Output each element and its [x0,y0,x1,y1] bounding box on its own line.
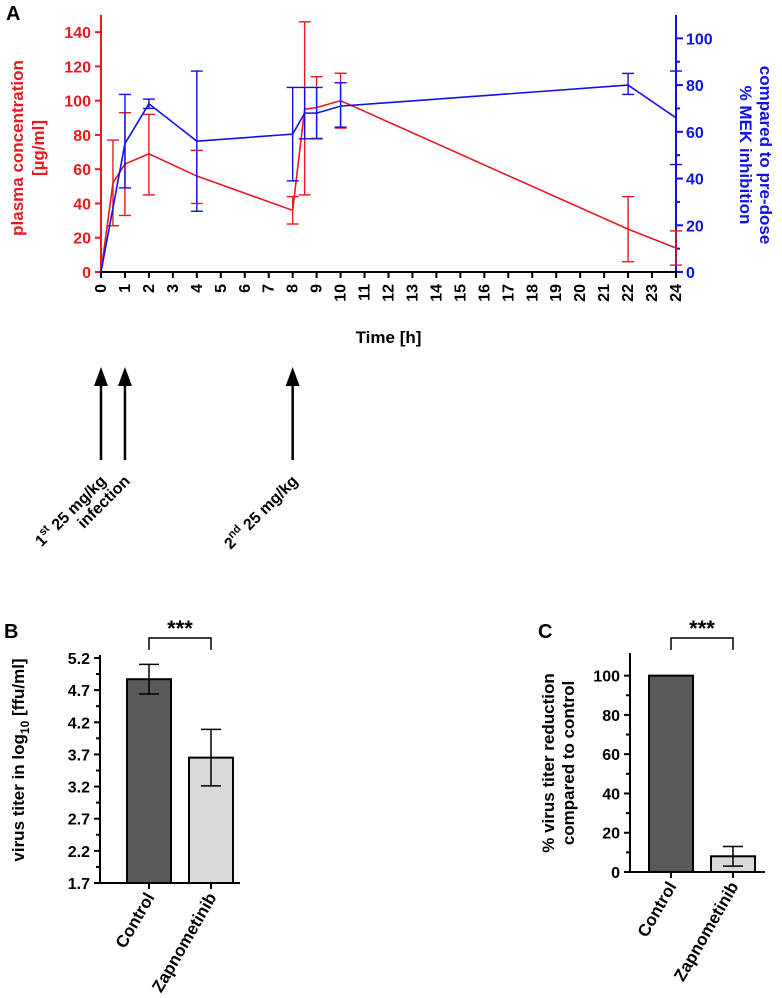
annotation-arrow-head [285,367,300,386]
y-axis-title: virus titer in log10 [ffu/ml] [9,658,32,861]
x-tick-label: 12 [381,284,398,302]
y-tick-label: 2.2 [68,844,90,861]
y-axis-title-line1: % virus titer reduction [539,673,558,852]
x-tick-label: 14 [428,284,445,302]
x-tick-label: 20 [572,284,589,302]
x-tick-label: 8 [285,284,302,293]
x-tick-label: 6 [237,284,254,293]
x-tick-label: 2 [141,284,158,293]
y-tick-label: 20 [602,826,620,843]
left-tick-label: 100 [64,94,91,111]
x-tick-label: 1 [117,284,134,293]
x-tick-label: 18 [524,284,541,302]
left-tick-label: 120 [64,59,91,76]
left-tick-label: 40 [73,196,91,213]
x-tick-label: 19 [548,284,565,302]
x-tick-label: 13 [404,284,421,302]
right-axis-title-line2: compared to pre-dose [756,66,775,245]
x-tick-label: 7 [261,284,278,293]
x-tick-label: Zapnometinib [670,879,742,985]
x-tick-label: 11 [357,284,374,301]
bar [648,674,694,873]
y-tick-label: 100 [593,669,620,686]
right-axis-title-line1: % MEK inhibition [736,86,755,225]
right-tick-label: 40 [686,172,704,189]
right-tick-label: 20 [686,218,704,235]
significance-bracket [670,637,734,650]
y-tick-label: 3.7 [68,747,90,764]
significance-marker: *** [167,616,193,641]
chart-b: 1.7 2.2 2.7 3.2 3.7 4.2 4.7 5.2 ControlZapnometi… [9,616,240,996]
y-tick-label: 5.2 [68,651,90,668]
right-tick-label: 100 [686,31,713,48]
series-line [100,99,677,273]
x-tick-label: 21 [596,284,613,302]
panel-label-b: B [4,621,18,643]
x-tick-label: 5 [213,284,230,293]
left-tick-label: 140 [64,25,91,42]
x-tick-label: 4 [189,284,206,293]
x-tick-label: 16 [476,284,493,302]
x-tick-label: 22 [620,284,637,302]
panel-label-c: C [538,621,552,643]
annotation-label: 2nd 25 mg/kg [219,471,301,553]
y-tick-label: 1.7 [68,876,90,893]
right-tick-label: 80 [686,78,704,95]
significance-bracket [148,637,212,650]
x-tick-label: 23 [644,284,661,302]
x-tick-label: 10 [333,284,350,302]
left-tick-label: 20 [73,231,91,248]
left-tick-label: 80 [73,128,91,145]
x-tick-label: Control [634,879,681,941]
x-tick-label: 9 [309,284,326,293]
y-tick-label: 3.2 [68,780,90,797]
annotation-arrow-head [94,367,108,386]
x-tick-label: Zapnometinib [148,890,220,996]
right-tick-label: 60 [686,125,704,142]
series-line [100,84,677,273]
x-tick-label: 15 [452,284,469,302]
panel-label-a: A [6,3,20,25]
annotation-arrow-head [117,367,132,386]
x-tick-label: 0 [93,284,110,293]
bar [126,678,172,885]
x-tick-label: Control [112,890,159,952]
y-axis-title-line2: compared to control [559,681,578,845]
right-tick-label: 0 [686,265,695,282]
y-tick-label: 2.7 [68,812,90,829]
x-axis-title: Time [h] [356,328,422,347]
y-tick-label: 4.7 [68,683,90,700]
left-tick-label: 60 [73,162,91,179]
left-axis-title-line1: plasma concentration [8,60,27,236]
y-tick-label: 4.2 [68,715,90,732]
y-tick-label: 0 [611,865,620,882]
y-tick-label: 40 [602,786,620,803]
x-tick-label: 3 [165,284,182,293]
significance-marker: *** [689,616,715,641]
x-tick-label: 17 [500,284,517,302]
left-axis-title-line2: [µg/ml] [29,120,48,176]
y-tick-label: 60 [602,747,620,764]
left-tick-label: 0 [82,265,91,282]
x-tick-label: 24 [668,284,685,302]
y-tick-label: 80 [602,708,620,725]
